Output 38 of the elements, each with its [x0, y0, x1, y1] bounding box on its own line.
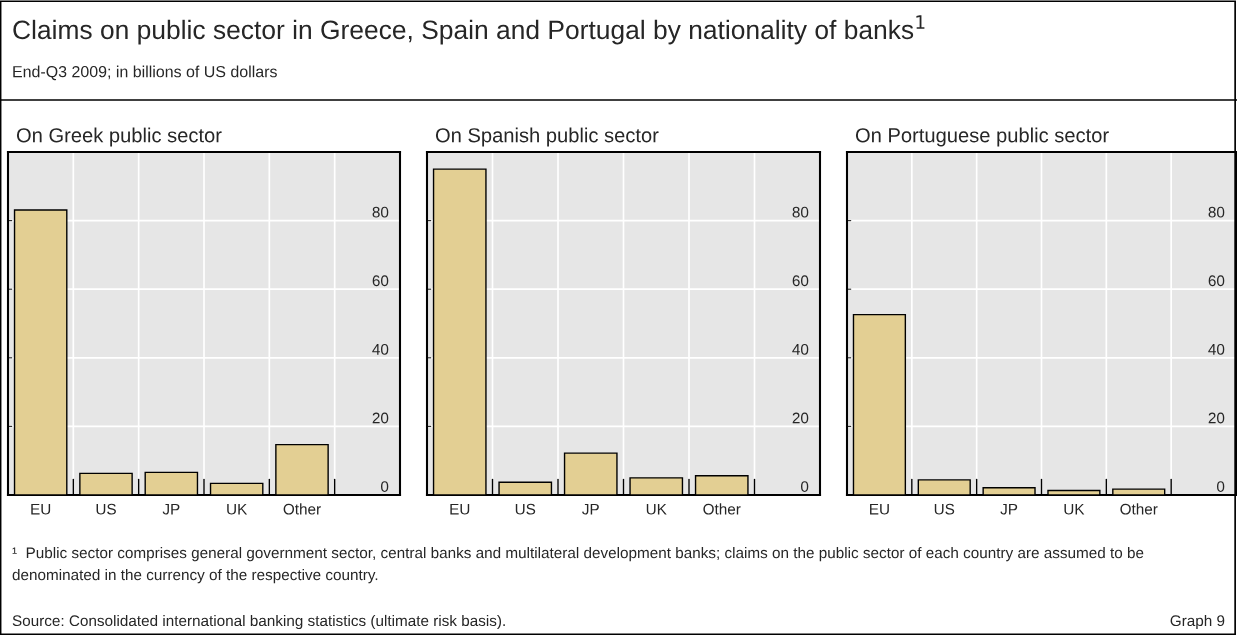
y-tick-label: 80	[792, 206, 809, 218]
caption: Graph 9	[1170, 614, 1225, 630]
x-tick-label: JP	[1000, 503, 1018, 515]
y-tick-label: 40	[1208, 343, 1225, 355]
x-tick-label: Other	[283, 503, 321, 515]
y-tick-label: 0	[380, 481, 389, 492]
x-tick-label: US	[96, 503, 116, 515]
y-tick-label: 60	[1208, 275, 1225, 287]
x-tick-label: UK	[646, 503, 667, 515]
y-tick-label: 60	[792, 275, 809, 287]
x-tick-label: US	[934, 503, 955, 515]
x-tick-label: US	[515, 503, 536, 515]
y-tick-label: 0	[800, 481, 809, 492]
y-tick-label: 20	[1208, 412, 1225, 424]
chart-title: On Spanish public sector	[435, 127, 659, 147]
chart-title: On Greek public sector	[16, 127, 222, 147]
text: Claims on public sector in Greece, Spain and Portugal by nationality of banks$^{1}$	[13, 15, 925, 45]
y-tick-label: 20	[372, 412, 389, 424]
x-tick-label: EU	[870, 503, 889, 515]
chart-title: On Portuguese public sector	[855, 127, 1109, 147]
x-tick-label: JP	[582, 503, 599, 515]
y-tick-label: 60	[372, 275, 389, 287]
x-tick-label: Other	[703, 503, 741, 515]
y-tick-label: 40	[372, 343, 389, 355]
text: ¹ Public sector comprises general government sector, central banks and multilateral development banks; claims on the public sector of each country are assumed to be denominated in the currency of the respective country.	[12, 547, 1144, 584]
x-tick-label: JP	[162, 503, 180, 515]
y-tick-label: 0	[1216, 481, 1225, 492]
x-tick-label: EU	[450, 503, 470, 515]
x-tick-label: EU	[31, 503, 51, 515]
x-tick-label: UK	[227, 503, 248, 515]
y-tick-label: 40	[792, 343, 809, 355]
x-tick-label: Other	[1120, 503, 1158, 515]
source-note: Source: Consolidated international banking statistics (ultimate risk basis).	[12, 614, 505, 630]
text: End-Q3 2009; in billions of US dollars	[13, 65, 277, 81]
y-tick-label: 80	[1208, 206, 1225, 218]
y-tick-label: 80	[372, 206, 389, 218]
x-tick-label: UK	[1064, 503, 1085, 515]
y-tick-label: 20	[792, 412, 809, 424]
